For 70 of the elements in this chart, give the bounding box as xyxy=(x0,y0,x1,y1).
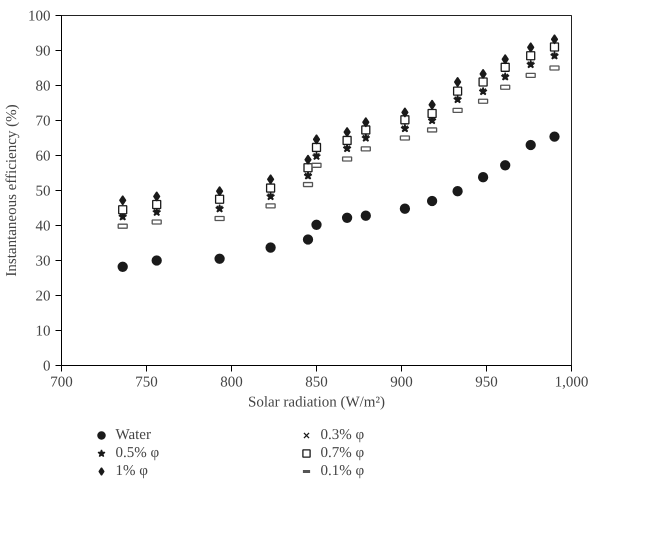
x-tick-label: 700 xyxy=(50,374,73,390)
point xyxy=(549,131,560,142)
point xyxy=(214,254,225,264)
point xyxy=(452,186,463,196)
point xyxy=(118,262,128,272)
point xyxy=(266,174,274,184)
point xyxy=(478,172,488,182)
point xyxy=(152,255,162,266)
y-tick-label: 100 xyxy=(28,8,50,24)
point xyxy=(118,205,128,214)
point xyxy=(452,86,462,96)
point xyxy=(427,108,437,118)
point xyxy=(362,117,370,128)
y-axis-title: Instantaneous efficiency (%) xyxy=(4,104,20,277)
y-tick-label: 30 xyxy=(36,254,50,270)
point xyxy=(152,200,162,210)
x-tick-label: 750 xyxy=(135,374,158,390)
point xyxy=(360,210,371,221)
point xyxy=(428,100,436,110)
point xyxy=(311,220,322,230)
point xyxy=(454,76,462,88)
point xyxy=(550,42,560,52)
point xyxy=(342,212,352,223)
y-tick-label: 50 xyxy=(36,184,50,200)
point xyxy=(479,68,487,80)
x-tick-label: 850 xyxy=(305,374,328,390)
point xyxy=(526,140,536,150)
point xyxy=(361,125,370,135)
x-tick-label: 950 xyxy=(475,374,498,390)
legend-label: 0.7% φ xyxy=(320,444,366,462)
legend-label: Water xyxy=(116,426,152,444)
point xyxy=(265,242,276,253)
point xyxy=(302,234,314,245)
y-tick-label: 40 xyxy=(36,218,50,234)
point xyxy=(304,154,312,165)
point xyxy=(401,107,409,118)
x-tick-label: 1,000 xyxy=(554,374,588,390)
x-tick-label: 800 xyxy=(220,374,243,390)
point xyxy=(550,34,558,44)
point xyxy=(527,42,534,52)
x-axis-title: Solar radiation (W/m²) xyxy=(248,394,385,410)
legend-label: 0.5% φ xyxy=(116,444,160,462)
y-tick-label: 70 xyxy=(36,114,50,130)
point xyxy=(400,115,410,124)
point xyxy=(303,163,313,172)
point xyxy=(312,142,322,152)
point xyxy=(266,183,276,193)
legend-label: 0.3% φ xyxy=(320,426,366,444)
point xyxy=(312,134,320,145)
y-tick-label: 10 xyxy=(36,324,50,340)
legend-label: 1% φ xyxy=(116,462,149,480)
y-tick-label: 80 xyxy=(36,78,50,94)
point xyxy=(500,62,510,72)
y-tick-label: 60 xyxy=(36,148,50,164)
point xyxy=(426,196,438,206)
point xyxy=(502,54,509,64)
point xyxy=(343,126,351,138)
x-tick-label: 900 xyxy=(390,374,413,390)
point xyxy=(342,136,352,146)
y-tick-label: 20 xyxy=(36,288,50,304)
y-tick-label: 0 xyxy=(43,358,50,374)
point xyxy=(526,51,536,60)
point xyxy=(119,195,126,206)
point xyxy=(400,204,410,214)
legend-label: 0.1% φ xyxy=(320,462,366,480)
point xyxy=(500,160,510,170)
point xyxy=(478,77,488,87)
point xyxy=(216,186,224,196)
y-tick-label: 90 xyxy=(36,44,50,60)
point xyxy=(214,194,224,204)
